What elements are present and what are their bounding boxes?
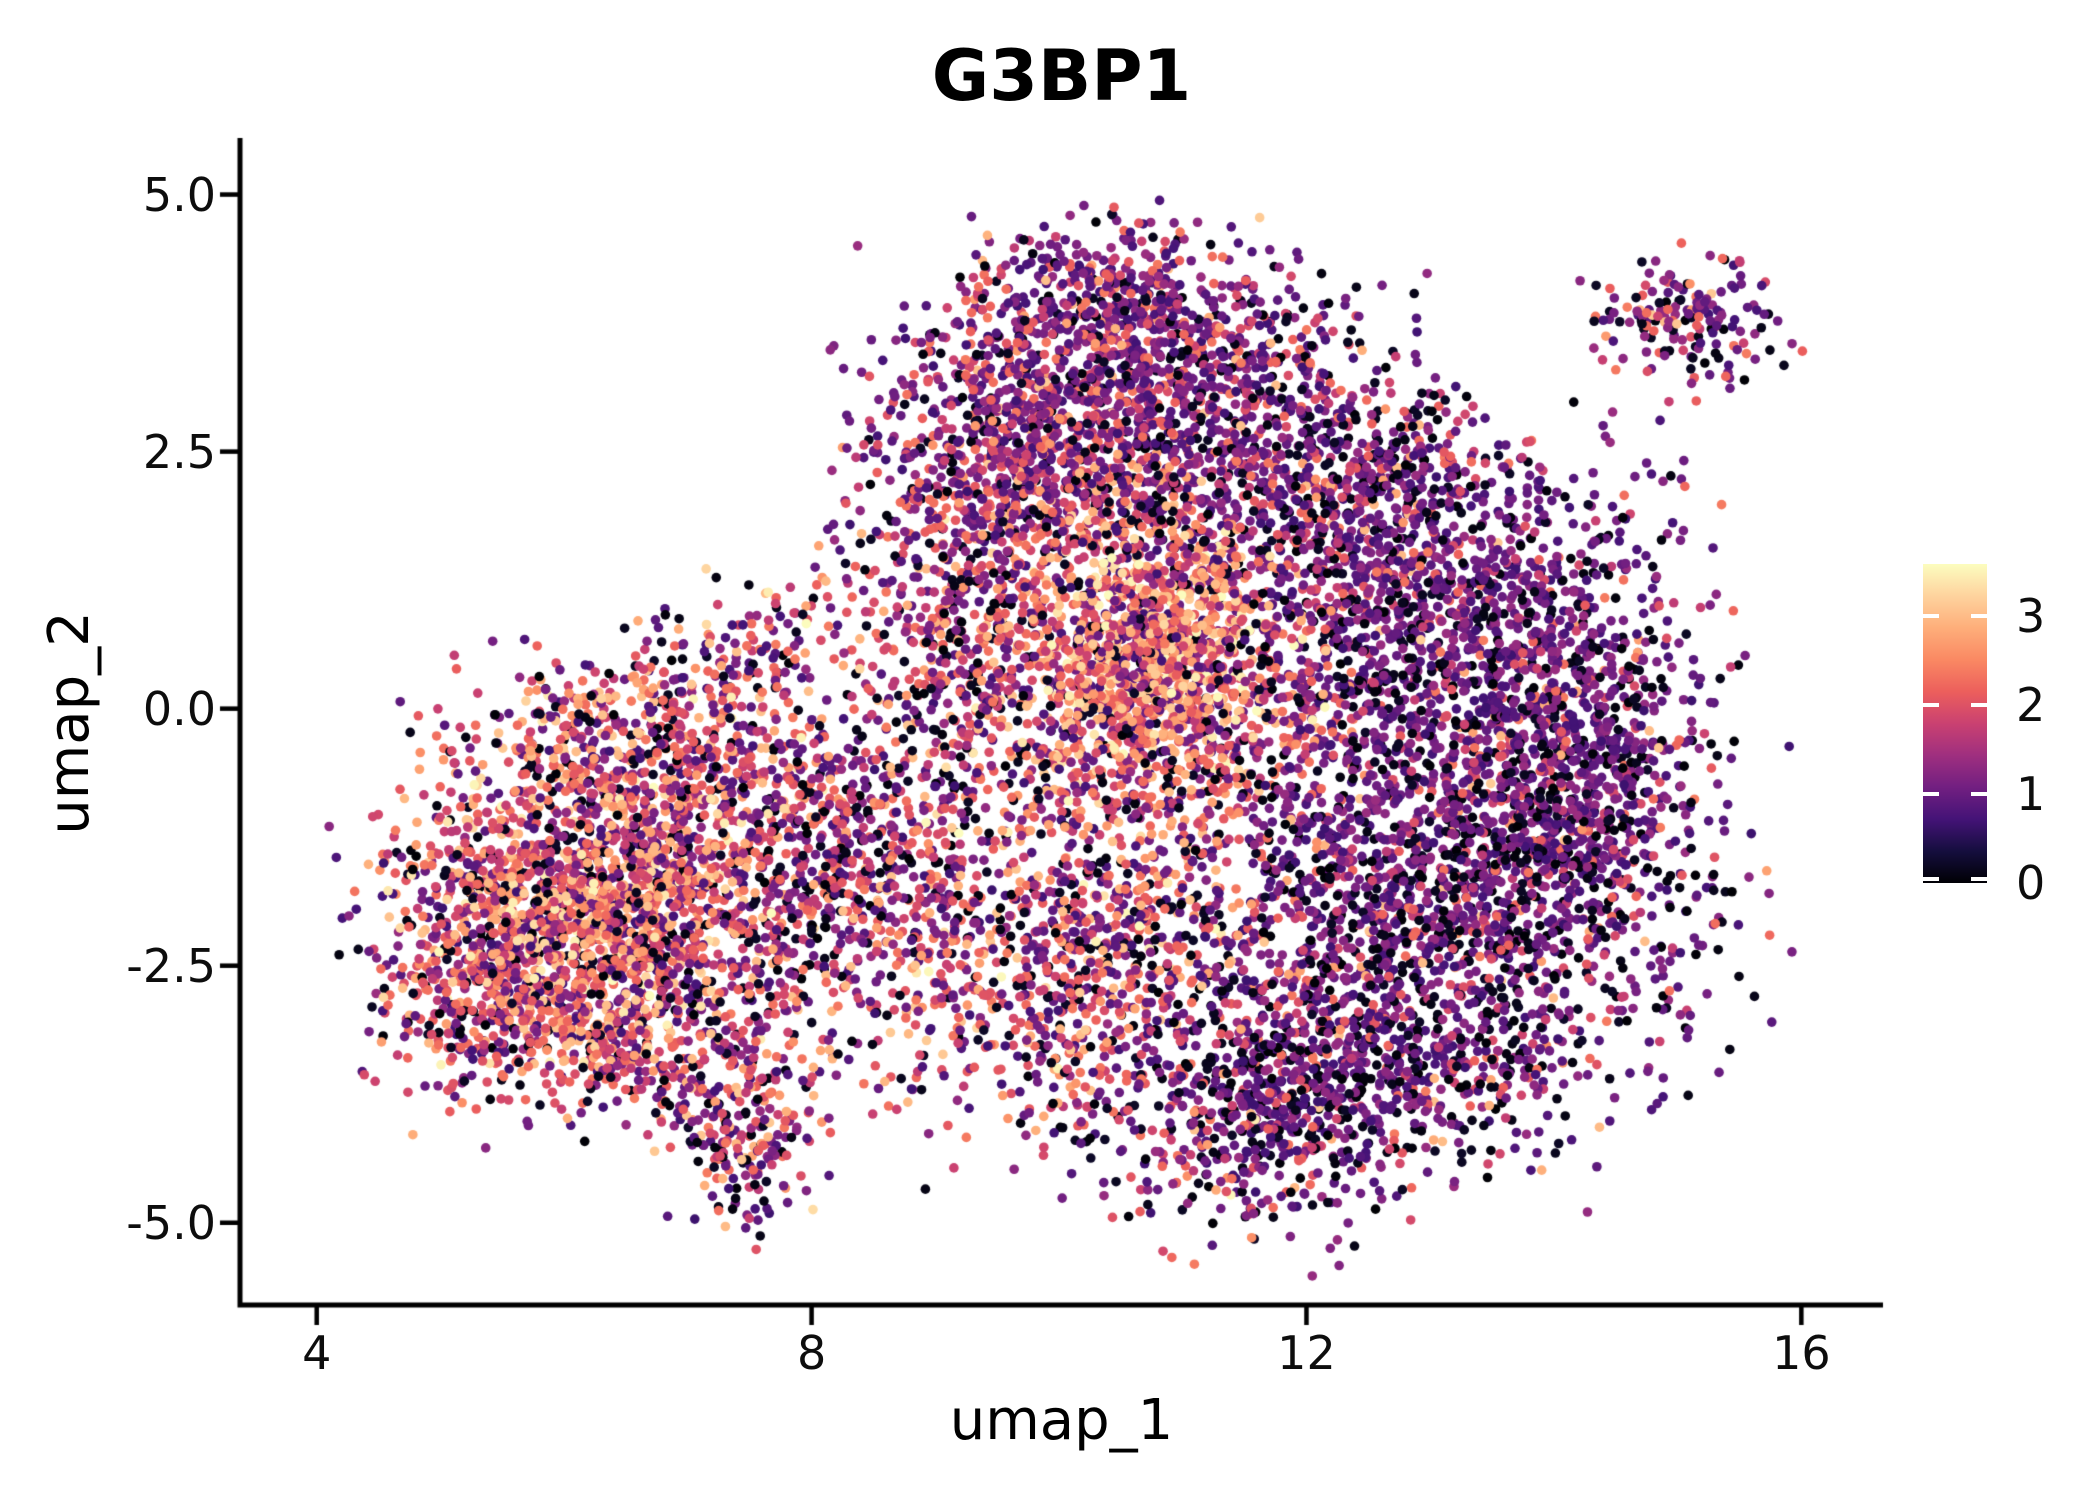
- colorbar-tick-1: 1: [2016, 766, 2046, 821]
- x-tick-4: 4: [302, 1326, 332, 1380]
- colorbar-tick-mark: [1971, 613, 1987, 618]
- colorbar-tick-mark: [1923, 613, 1939, 618]
- x-tick-16: 16: [1772, 1326, 1831, 1380]
- x-axis-label: umap_1: [949, 1388, 1174, 1453]
- colorbar-tick-0: 0: [2016, 856, 2046, 910]
- y-tick-neg5.0: -5.0: [126, 1195, 216, 1250]
- colorbar-tick-2: 2: [2016, 677, 2046, 732]
- colorbar-tick-mark: [1971, 791, 1987, 796]
- colorbar-tick-mark: [1923, 791, 1939, 796]
- colorbar-tick-mark: [1923, 702, 1939, 707]
- colorbar-tick-mark: [1923, 877, 1939, 881]
- colorbar-tick-mark: [1971, 702, 1987, 707]
- colorbar-tick-3: 3: [2016, 588, 2046, 643]
- y-tick-2.5: 2.5: [142, 424, 216, 479]
- plot-title: G3BP1: [931, 35, 1192, 117]
- colorbar-tick-mark: [1971, 877, 1987, 881]
- y-tick-0.0: 0.0: [142, 681, 216, 736]
- x-tick-12: 12: [1277, 1326, 1336, 1380]
- y-tick-5.0: 5.0: [142, 167, 216, 222]
- expression-colorbar: [1923, 564, 1987, 883]
- y-tick-neg2.5: -2.5: [126, 938, 216, 993]
- x-tick-8: 8: [796, 1326, 827, 1380]
